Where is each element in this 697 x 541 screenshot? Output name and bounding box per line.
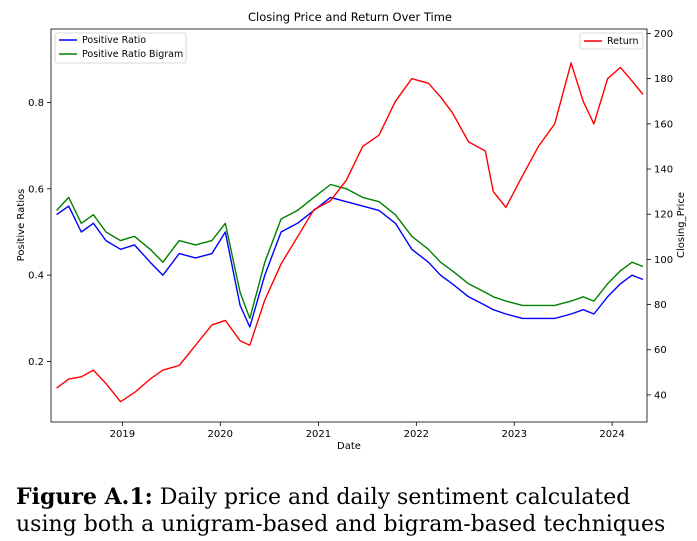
series-return-line [56, 62, 644, 403]
y-right-tick-label-80: 80 [654, 300, 667, 311]
legend-left: Positive Ratio Positive Ratio Bigram [54, 32, 187, 64]
y-right-tick-label-40: 40 [654, 390, 667, 401]
chart-title: Closing Price and Return Over Time [248, 10, 452, 24]
y-right-tick-label-180: 180 [654, 74, 673, 85]
x-tick-label-2023: 2023 [502, 429, 527, 440]
axes-layer: 2019 2020 2021 2022 2023 2024 0.2 0.4 0.6 0.8 40 60… [28, 29, 673, 440]
y-left-tick-label-0-4: 0.4 [28, 271, 44, 282]
y-axis-label-right: Closing_Price [676, 192, 687, 258]
legend-entry-positive-ratio: Positive Ratio [82, 35, 146, 46]
plot-area [50, 28, 648, 423]
y-right-tick-label-140: 140 [654, 165, 673, 176]
x-axis-label: Date [337, 441, 361, 452]
y-right-tick-label-160: 160 [654, 119, 673, 130]
caption-label: Figure A.1: [16, 484, 153, 510]
x-tick-label-2022: 2022 [404, 429, 429, 440]
caption-text: Daily price and daily sentiment calculat… [16, 485, 666, 537]
legend-left-box [54, 32, 187, 64]
x-tick-label-2021: 2021 [306, 429, 331, 440]
legend-right-box [579, 32, 644, 50]
legend-entry-return: Return [607, 36, 639, 47]
x-tick-label-2024: 2024 [599, 429, 624, 440]
y-right-tick-label-60: 60 [654, 345, 667, 356]
y-right-tick-label-100: 100 [654, 255, 673, 266]
x-tick-label-2019: 2019 [110, 429, 135, 440]
y-right-tick-label-200: 200 [654, 29, 673, 40]
legend-entry-positive-ratio-bigram: Positive Ratio Bigram [82, 49, 183, 60]
series-positive-ratio-bigram-line [56, 183, 644, 320]
figure-caption: Figure A.1: Daily price and daily sentim… [16, 484, 692, 538]
chart: Closing Price and Return Over Time 2019 2… [16, 10, 687, 452]
y-left-tick-label-0-8: 0.8 [28, 98, 44, 109]
series-positive-ratio-line [56, 196, 644, 328]
y-right-tick-label-120: 120 [654, 210, 673, 221]
legend-right: Return [579, 32, 644, 50]
y-left-tick-label-0-6: 0.6 [28, 184, 44, 195]
series-layer [56, 62, 644, 403]
y-axis-label-left: Positive Ratios [16, 189, 27, 262]
x-tick-label-2020: 2020 [208, 429, 233, 440]
y-left-tick-label-0-2: 0.2 [28, 357, 44, 368]
